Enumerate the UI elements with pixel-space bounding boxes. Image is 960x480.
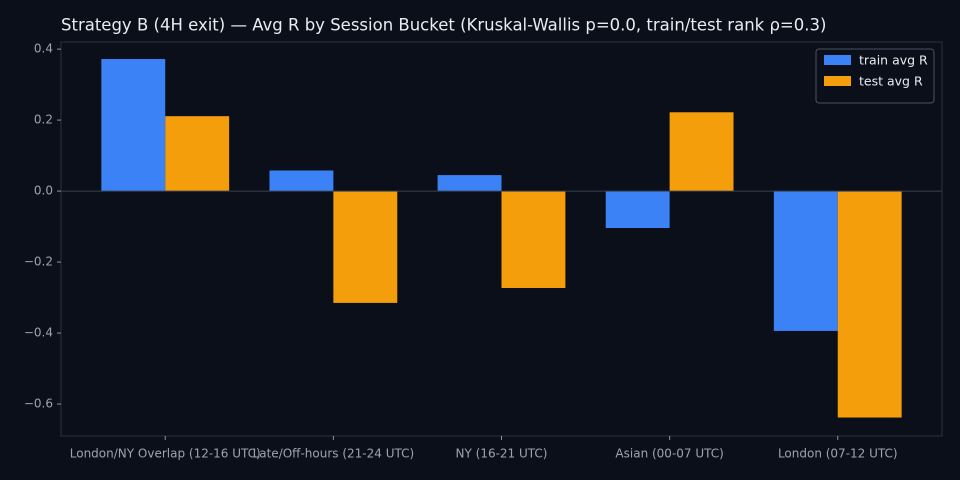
bar xyxy=(669,112,734,192)
bar xyxy=(605,191,670,228)
bar xyxy=(773,191,838,331)
chart-title: Strategy B (4H exit) — Avg R by Session … xyxy=(61,16,826,35)
legend-swatch xyxy=(824,76,851,86)
bar xyxy=(101,59,166,192)
y-tick-label: −0.6 xyxy=(24,397,53,411)
legend-label: train avg R xyxy=(859,53,928,68)
bar xyxy=(165,116,230,192)
y-tick-label: 0.2 xyxy=(34,113,53,127)
bar xyxy=(269,170,334,192)
legend-label: test avg R xyxy=(859,74,923,89)
x-tick-label: London (07-12 UTC) xyxy=(778,447,898,461)
x-tick-label: NY (16-21 UTC) xyxy=(456,447,548,461)
x-tick-label: Asian (00-07 UTC) xyxy=(615,447,723,461)
y-tick-label: −0.2 xyxy=(24,255,53,269)
bar xyxy=(837,191,902,418)
legend-swatch xyxy=(824,55,851,65)
bar xyxy=(333,191,398,303)
y-tick-label: 0.4 xyxy=(34,42,53,56)
bar xyxy=(501,191,566,288)
y-tick-label: 0.0 xyxy=(34,184,53,198)
x-tick-label: London/NY Overlap (12-16 UTC) xyxy=(70,447,261,461)
legend: train avg R test avg R xyxy=(815,48,935,104)
bar xyxy=(437,175,502,192)
y-tick-label: −0.4 xyxy=(24,326,53,340)
x-tick-label: Late/Off-hours (21-24 UTC) xyxy=(253,447,415,461)
